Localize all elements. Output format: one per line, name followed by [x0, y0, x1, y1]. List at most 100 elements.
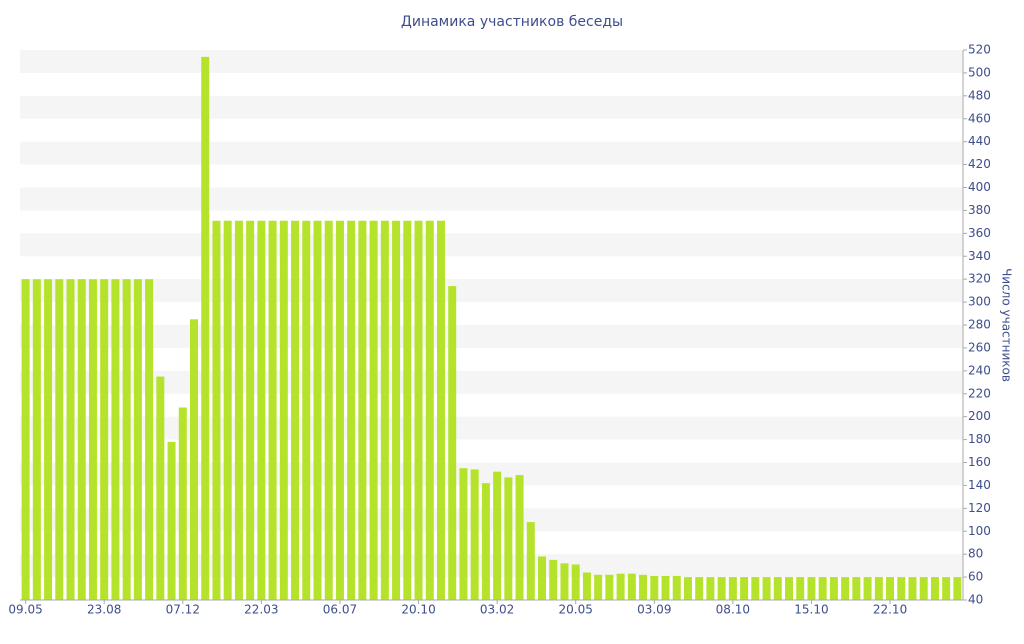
bar — [796, 577, 805, 600]
y-tick-label: 80 — [968, 547, 983, 561]
chart-title: Динамика участников беседы — [401, 14, 623, 30]
y-tick-label: 40 — [968, 593, 983, 607]
bar — [650, 575, 659, 600]
grid-band — [20, 508, 963, 532]
x-tick-label: 20.05 — [559, 603, 593, 617]
bar — [515, 475, 524, 600]
y-tick-label: 320 — [968, 272, 991, 286]
bar — [66, 279, 75, 600]
bar — [448, 286, 457, 600]
y-tick-label: 220 — [968, 386, 991, 400]
bar — [358, 220, 367, 600]
bar — [560, 563, 569, 600]
grid-band — [20, 416, 963, 440]
bar — [784, 577, 793, 600]
y-tick-label: 360 — [968, 226, 991, 240]
y-tick-label: 460 — [968, 111, 991, 125]
bar — [313, 220, 322, 600]
bar — [616, 573, 625, 600]
bar — [493, 471, 502, 600]
grid-band — [20, 554, 963, 578]
bar — [571, 564, 580, 600]
bar — [335, 220, 344, 600]
bar — [425, 220, 434, 600]
y-tick-label: 60 — [968, 570, 983, 584]
bar — [661, 575, 670, 600]
y-tick-label: 240 — [968, 363, 991, 377]
bar — [167, 441, 176, 600]
bar — [279, 220, 288, 600]
bar — [627, 573, 636, 600]
y-tick-label: 400 — [968, 180, 991, 194]
bar — [874, 577, 883, 600]
y-tick-label: 260 — [968, 340, 991, 354]
bar — [538, 556, 547, 600]
bar — [841, 577, 850, 600]
y-tick-label: 160 — [968, 455, 991, 469]
y-tick-label: 100 — [968, 524, 991, 538]
bar — [403, 220, 412, 600]
bar — [942, 577, 951, 600]
bar — [392, 220, 401, 600]
bar — [807, 577, 816, 600]
bar — [133, 279, 142, 600]
bar — [100, 279, 109, 600]
bar — [369, 220, 378, 600]
grid-band — [20, 325, 963, 348]
bar — [706, 577, 715, 600]
bar — [436, 220, 445, 600]
bar — [122, 279, 131, 600]
x-tick-label: 22.03 — [244, 603, 278, 617]
grid-band — [20, 233, 963, 257]
y-tick-label: 420 — [968, 157, 991, 171]
bar — [201, 56, 210, 600]
bar — [852, 577, 861, 600]
bar — [829, 577, 838, 600]
bar — [930, 577, 939, 600]
x-tick-label: 07.12 — [166, 603, 200, 617]
bar — [246, 220, 255, 600]
x-tick-label: 06.07 — [323, 603, 357, 617]
x-tick-label: 22.10 — [873, 603, 907, 617]
bar — [672, 575, 681, 600]
x-tick-label: 23.08 — [87, 603, 121, 617]
bar — [55, 279, 64, 600]
bar — [44, 279, 53, 600]
grid-band — [20, 462, 963, 486]
y-axis-label: Число участников — [1000, 268, 1014, 382]
bar — [190, 319, 199, 600]
bar — [291, 220, 300, 600]
bar — [886, 577, 895, 600]
bar — [908, 577, 917, 600]
bar — [683, 577, 692, 600]
bar — [77, 279, 86, 600]
bar — [818, 577, 827, 600]
y-tick-label: 120 — [968, 501, 991, 515]
bar — [639, 574, 648, 600]
bar — [740, 577, 749, 600]
y-tick-label: 180 — [968, 432, 991, 446]
bar — [223, 220, 232, 600]
x-tick-label: 20.10 — [401, 603, 435, 617]
bar — [268, 220, 277, 600]
bar — [111, 279, 120, 600]
bar — [178, 407, 187, 600]
y-tick-label: 480 — [968, 88, 991, 102]
bar — [347, 220, 356, 600]
grid-band — [20, 95, 963, 119]
bar — [380, 220, 389, 600]
bar — [773, 577, 782, 600]
y-tick-label: 380 — [968, 203, 991, 217]
bar — [897, 577, 906, 600]
bar — [156, 376, 165, 600]
grid-band — [20, 141, 963, 165]
bar — [526, 522, 535, 600]
bar — [919, 577, 928, 600]
bar — [212, 220, 221, 600]
bar — [504, 477, 513, 600]
bar — [605, 574, 614, 600]
bar — [481, 483, 490, 600]
bar — [695, 577, 704, 600]
bar — [459, 468, 468, 600]
